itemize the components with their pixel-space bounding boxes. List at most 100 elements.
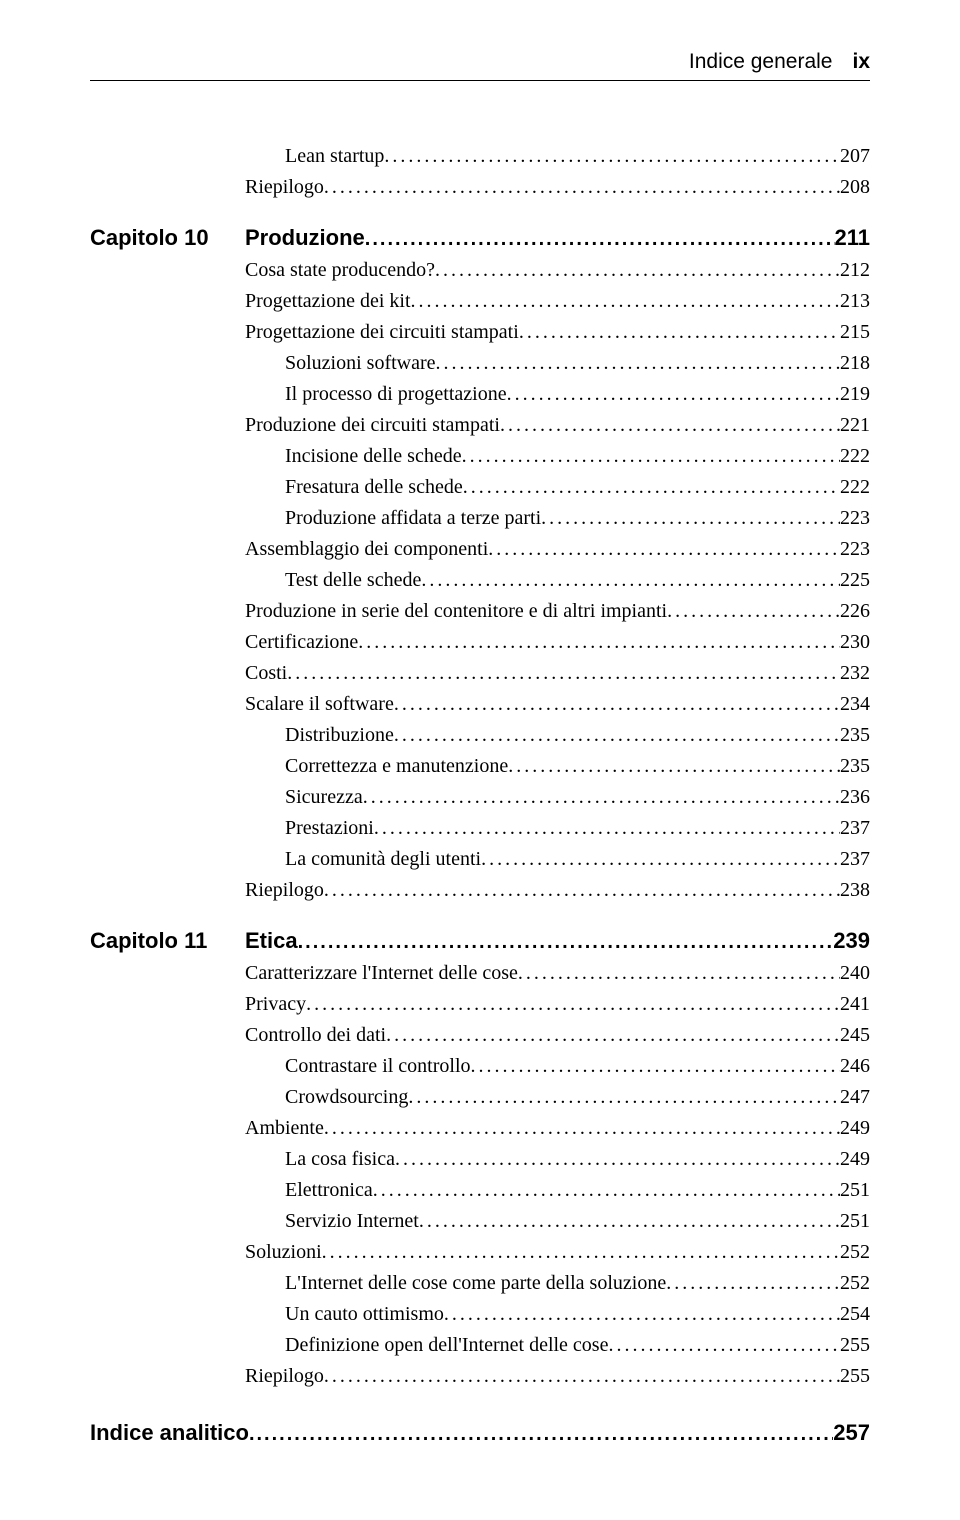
page-number: 223 (840, 503, 870, 534)
chapter-label: Capitolo 10 (90, 221, 245, 255)
toc-entry: Soluzioni software218 (90, 348, 870, 379)
chapter-label: Capitolo 11 (90, 924, 245, 958)
leader-dots (419, 1206, 840, 1237)
toc-entry: La comunità degli utenti 237 (90, 844, 870, 875)
entry-text: Controllo dei dati (245, 1020, 386, 1051)
leader-dots (541, 503, 840, 534)
leader-dots (508, 751, 840, 782)
entry-text: Costi (245, 658, 287, 689)
page-number: 255 (840, 1330, 870, 1361)
leader-dots (324, 1113, 840, 1144)
leader-dots (608, 1330, 840, 1361)
page-number: 237 (840, 844, 870, 875)
page-number: 221 (840, 410, 870, 441)
entry-text: Contrastare il controllo (245, 1051, 471, 1082)
page-number: 249 (840, 1144, 870, 1175)
toc-entry: Servizio Internet251 (90, 1206, 870, 1237)
entry-text: Progettazione dei kit (245, 286, 411, 317)
entry-text: Soluzioni software (245, 348, 436, 379)
page-number: 254 (840, 1299, 870, 1330)
entry-text: Indice analitico (90, 1416, 249, 1450)
entry-text: Definizione open dell'Internet delle cos… (245, 1330, 608, 1361)
toc-entry: Caratterizzare l'Internet delle cose240 (90, 958, 870, 989)
page-number: 239 (833, 924, 870, 958)
page-number: 207 (840, 141, 870, 172)
page-number: 252 (840, 1237, 870, 1268)
leader-dots (411, 286, 840, 317)
leader-dots (463, 472, 840, 503)
toc-entry: Assemblaggio dei componenti 223 (90, 534, 870, 565)
entry-text: Un cauto ottimismo (245, 1299, 444, 1330)
toc-entry: Prestazioni237 (90, 813, 870, 844)
leader-dots (444, 1299, 840, 1330)
toc-entry: Un cauto ottimismo 254 (90, 1299, 870, 1330)
leader-dots (324, 875, 840, 906)
page-number: 222 (840, 441, 870, 472)
leader-dots (358, 627, 840, 658)
entry-text: Ambiente (245, 1113, 324, 1144)
toc-entry: Produzione affidata a terze parti 223 (90, 503, 870, 534)
page-number: 255 (840, 1361, 870, 1392)
entry-text: Scalare il software (245, 689, 394, 720)
header-page-number: ix (852, 50, 870, 74)
leader-dots (249, 1419, 833, 1450)
page-number: 246 (840, 1051, 870, 1082)
leader-dots (306, 989, 840, 1020)
toc-entry: Il processo di progettazione219 (90, 379, 870, 410)
page-number: 245 (840, 1020, 870, 1051)
leader-dots (394, 689, 840, 720)
page-number: 249 (840, 1113, 870, 1144)
entry-text: La comunità degli utenti (245, 844, 481, 875)
toc-entry: Produzione dei circuiti stampati221 (90, 410, 870, 441)
entry-text: Produzione affidata a terze parti (245, 503, 541, 534)
toc-entry: Distribuzione235 (90, 720, 870, 751)
page-number: 225 (840, 565, 870, 596)
toc-entry: Soluzioni 252 (90, 1237, 870, 1268)
entry-text: Riepilogo (245, 1361, 324, 1392)
entry-text: Lean startup (245, 141, 384, 172)
entry-text: Soluzioni (245, 1237, 322, 1268)
entry-text: Correttezza e manutenzione (245, 751, 508, 782)
leader-dots (518, 958, 840, 989)
page-number: 232 (840, 658, 870, 689)
leader-dots (421, 565, 840, 596)
leader-dots (363, 782, 840, 813)
toc-entry: L'Internet delle cose come parte della s… (90, 1268, 870, 1299)
page-number: 238 (840, 875, 870, 906)
entry-text: Incisione delle schede (245, 441, 462, 472)
entry-text: La cosa fisica (245, 1144, 395, 1175)
toc-entry: Incisione delle schede 222 (90, 441, 870, 472)
leader-dots (394, 720, 840, 751)
page-header: Indice generale ix (90, 50, 870, 81)
header-title: Indice generale (689, 50, 833, 74)
toc-entry: Correttezza e manutenzione235 (90, 751, 870, 782)
entry-text: Crowdsourcing (245, 1082, 408, 1113)
leader-dots (488, 534, 840, 565)
toc-entry: Cosa state producendo?212 (90, 255, 870, 286)
page-number: 247 (840, 1082, 870, 1113)
page-number: 211 (835, 221, 871, 255)
toc-entry: Scalare il software234 (90, 689, 870, 720)
page-number: 251 (840, 1175, 870, 1206)
toc-entry: Ambiente 249 (90, 1113, 870, 1144)
toc-entry: Riepilogo208 (90, 172, 870, 203)
entry-text: Sicurezza (245, 782, 363, 813)
toc-page: Indice generale ix Lean startup207Riepil… (0, 0, 960, 1510)
leader-dots (408, 1082, 840, 1113)
leader-dots (667, 596, 840, 627)
toc-entry: Crowdsourcing 247 (90, 1082, 870, 1113)
leader-dots (322, 1237, 840, 1268)
leader-dots (287, 658, 840, 689)
leader-dots (324, 1361, 840, 1392)
entry-text: Assemblaggio dei componenti (245, 534, 488, 565)
toc-entry: Sicurezza236 (90, 782, 870, 813)
toc-entry: La cosa fisica 249 (90, 1144, 870, 1175)
page-number: 213 (840, 286, 870, 317)
entry-text: Certificazione (245, 627, 358, 658)
toc-entry: Definizione open dell'Internet delle cos… (90, 1330, 870, 1361)
page-number: 223 (840, 534, 870, 565)
entry-text: Distribuzione (245, 720, 394, 751)
toc-entry: Costi 232 (90, 658, 870, 689)
page-number: 219 (840, 379, 870, 410)
toc-entry: Test delle schede225 (90, 565, 870, 596)
